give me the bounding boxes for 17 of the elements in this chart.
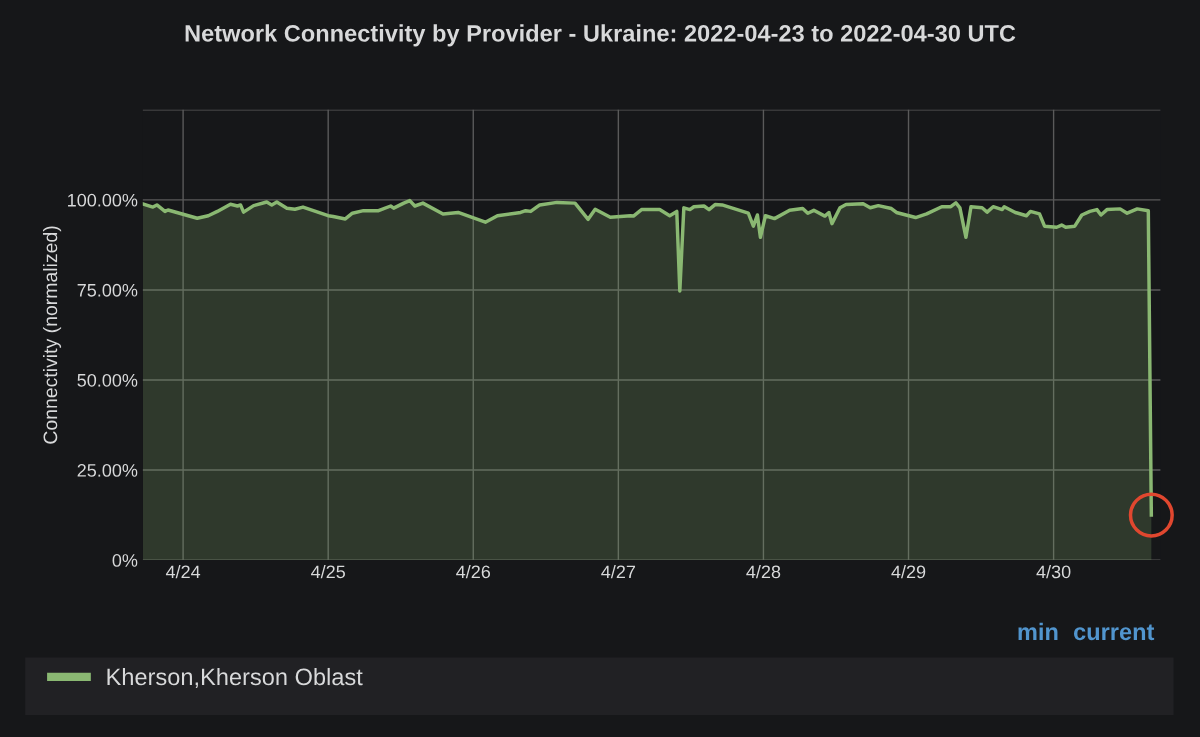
x-tick-label: 4/27 [601, 564, 636, 579]
y-axis-title: Connectivity (normalized) [42, 226, 62, 444]
chart-title: Network Connectivity by Provider - Ukraine: 2022-04-23 to 2022-04-30 UTC [185, 24, 1016, 47]
y-tick-label: 100.00% [68, 193, 138, 207]
legend-label: Kherson,Kherson Oblast [107, 667, 363, 689]
x-tick-label: 4/24 [165, 564, 201, 579]
x-tick-label: 4/26 [456, 564, 491, 579]
text: current [1073, 624, 1155, 641]
y-tick-label: 50.00% [77, 373, 138, 387]
y-tick-label: 25.00% [77, 463, 138, 477]
text: min [1018, 622, 1058, 640]
x-tick-label: 4/29 [891, 564, 926, 579]
x-tick-label: 4/28 [746, 564, 781, 579]
y-tick-label: 0% [112, 554, 138, 567]
y-tick-label: 75.00% [77, 283, 138, 297]
x-tick-label: 4/25 [311, 564, 345, 579]
x-tick-label: 4/30 [1036, 564, 1071, 579]
